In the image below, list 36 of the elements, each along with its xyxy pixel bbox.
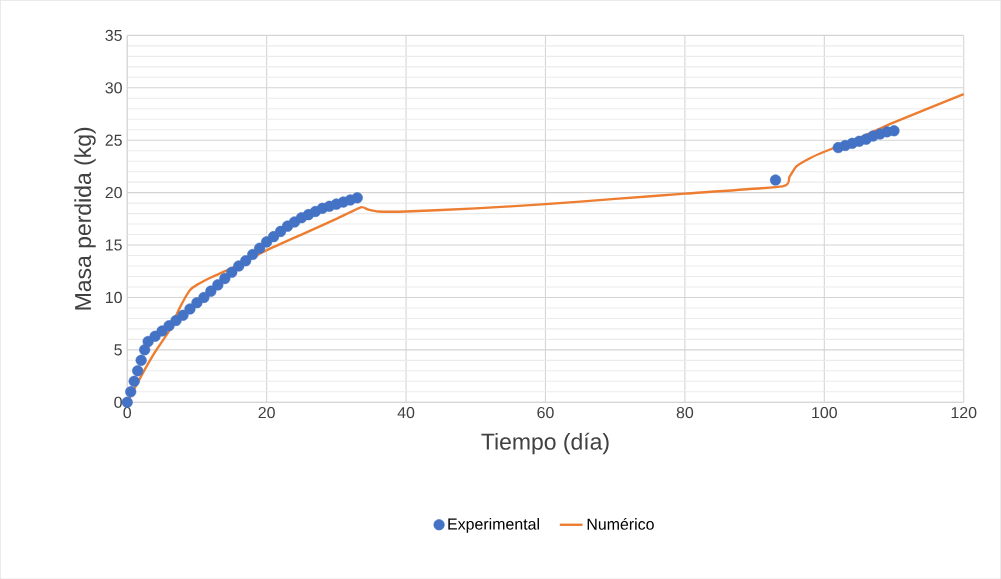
x-axis-title: Tiempo (día) [481, 432, 609, 455]
y-tick-label: 5 [114, 344, 122, 356]
y-tick-label: 15 [106, 239, 122, 251]
point [226, 266, 238, 278]
x-tick-label: 40 [397, 406, 415, 419]
y-tick-label: 35 [105, 29, 122, 41]
point [351, 192, 363, 204]
point [247, 248, 259, 260]
point [177, 309, 189, 321]
x-tick-label: 60 [537, 406, 554, 419]
y-tick-label: 0 [114, 396, 122, 408]
point [135, 354, 147, 366]
y-tick-label: 20 [105, 186, 122, 199]
x-tick-label: 100 [812, 406, 837, 419]
legend-label: Numérico [587, 517, 654, 530]
point [205, 285, 217, 297]
y-tick-label: 10 [106, 291, 122, 303]
point [198, 291, 210, 303]
y-tick-label: 30 [105, 82, 122, 94]
point [212, 279, 224, 291]
x-tick-label: 0 [123, 406, 132, 419]
x-tick-label: 20 [258, 406, 275, 419]
x-tick-label: 120 [951, 406, 977, 419]
x-tick-label: 80 [676, 406, 694, 419]
point [128, 375, 140, 387]
y-tick-label: 25 [105, 134, 122, 146]
legend-label: Experimental [448, 517, 539, 533]
point [254, 242, 266, 254]
point [219, 272, 231, 284]
point [184, 303, 196, 315]
point [769, 174, 782, 186]
point [132, 365, 144, 377]
point [125, 386, 137, 398]
point [240, 255, 252, 267]
point [888, 125, 900, 137]
y-axis-title: Masa perdida (kg) [74, 127, 96, 310]
